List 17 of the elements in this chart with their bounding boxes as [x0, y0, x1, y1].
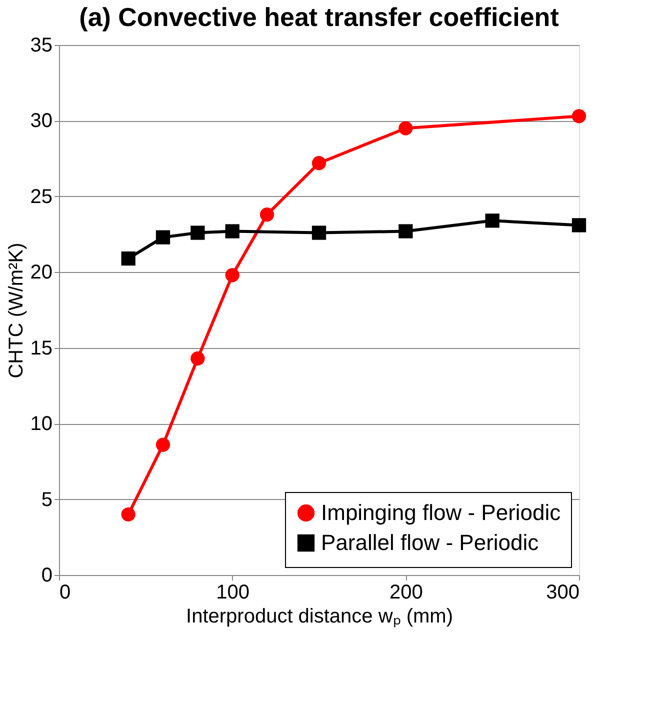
y-tick-label: 35: [30, 34, 52, 56]
y-tick-label: 5: [41, 488, 52, 511]
x-tick-label: 300: [546, 582, 580, 604]
x-axis-title: Interproduct distance wₚ (mm): [186, 606, 453, 628]
y-tick-label: 15: [30, 337, 52, 360]
x-tick-label: 100: [216, 582, 250, 604]
legend-label: Impinging flow - Periodic: [321, 500, 561, 525]
y-tick-label: 20: [30, 262, 52, 284]
y-tick-label: 0: [41, 564, 52, 586]
x-tick-label: 200: [389, 582, 423, 604]
y-tick-label: 30: [30, 110, 52, 132]
x-tick-label: 0: [60, 582, 71, 604]
y-tick-label: 10: [30, 413, 52, 436]
y-axis-title: CHTC (W/m²K): [5, 242, 28, 378]
legend-label: Parallel flow - Periodic: [321, 530, 539, 555]
chart-title: (a) Convective heat transfer coefficient: [79, 2, 560, 32]
y-tick-label: 25: [30, 186, 52, 208]
